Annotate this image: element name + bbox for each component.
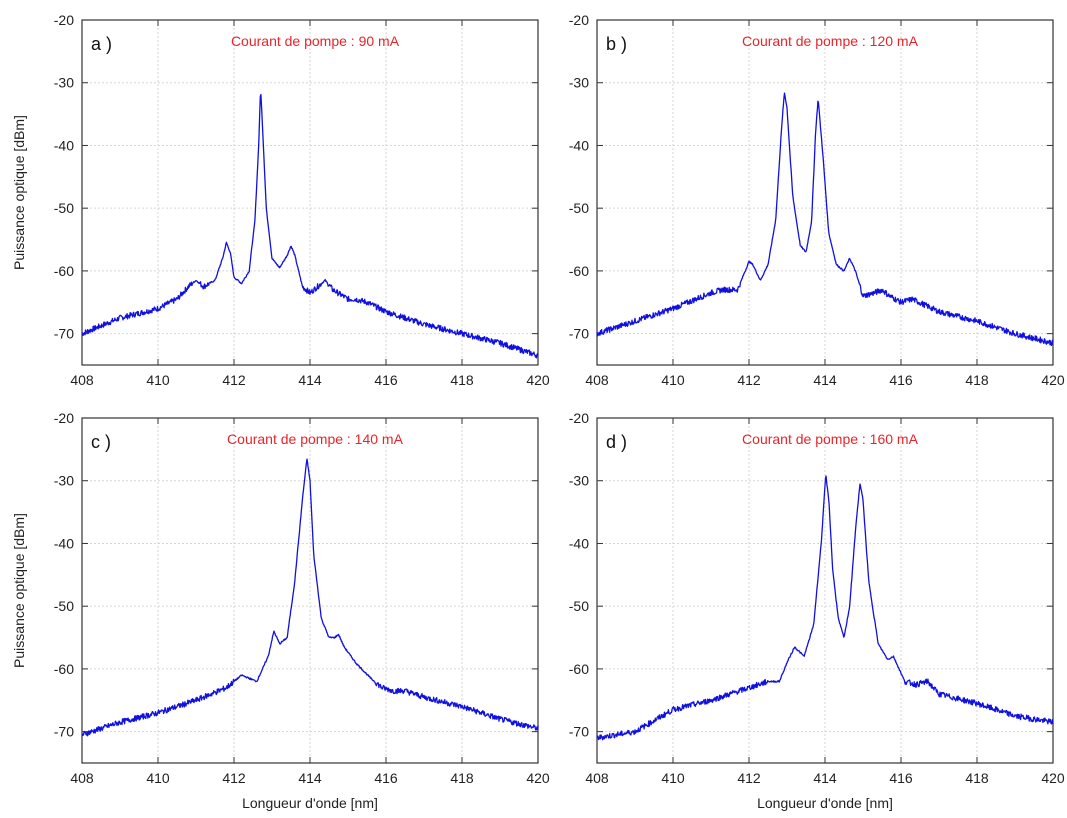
x-axis-title: Longueur d'onde [nm] xyxy=(757,795,893,811)
y-axis-title: Puissance optique [dBm] xyxy=(11,115,27,270)
y-tick-label: -20 xyxy=(54,410,74,426)
panel-d: d ) Courant de pompe : 160 mA Longueur d… xyxy=(569,410,1065,811)
x-tick-label: 408 xyxy=(70,770,94,786)
y-tick-label: -20 xyxy=(54,12,74,28)
x-tick-label: 418 xyxy=(450,372,474,388)
x-tick-label: 408 xyxy=(585,372,609,388)
x-tick-label: 410 xyxy=(146,770,170,786)
panel-c: c ) Courant de pompe : 140 mA Puissance … xyxy=(11,410,550,811)
x-tick-label: 418 xyxy=(965,770,989,786)
x-tick-label: 412 xyxy=(222,372,246,388)
x-tick-label: 420 xyxy=(1041,770,1065,786)
y-tick-label: -40 xyxy=(54,535,74,551)
y-tick-label: -70 xyxy=(54,724,74,740)
y-tick-label: -70 xyxy=(569,326,589,342)
x-tick-label: 412 xyxy=(737,770,761,786)
spectrum-line xyxy=(596,475,1054,741)
panel-label: b ) xyxy=(606,34,627,54)
panel-b: b ) Courant de pompe : 120 mA 408 410 412 4… xyxy=(569,12,1065,388)
panel-label: d ) xyxy=(606,432,627,452)
y-tick-label: -60 xyxy=(54,263,74,279)
axis-ticks xyxy=(81,417,539,763)
y-axis-title: Puissance optique [dBm] xyxy=(11,513,27,668)
y-tick-label: -40 xyxy=(54,137,74,153)
x-tick-label: 420 xyxy=(526,372,550,388)
x-tick-label: 410 xyxy=(661,770,685,786)
pump-current-annotation: Courant de pompe : 160 mA xyxy=(742,431,919,447)
y-tick-label: -30 xyxy=(569,473,589,489)
y-tick-label: -30 xyxy=(54,75,74,91)
x-tick-label: 414 xyxy=(298,770,322,786)
panel-a: a ) Courant de pompe : 90 mA Puissance o… xyxy=(11,12,550,388)
x-tick-label: 414 xyxy=(813,372,837,388)
panel-label: c ) xyxy=(91,432,111,452)
y-tick-label: -30 xyxy=(54,473,74,489)
x-tick-label: 418 xyxy=(965,372,989,388)
panel-label: a ) xyxy=(91,34,112,54)
y-tick-label: -50 xyxy=(54,200,74,216)
x-tick-label: 420 xyxy=(1041,372,1065,388)
y-tick-label: -40 xyxy=(569,137,589,153)
x-tick-label: 414 xyxy=(298,372,322,388)
y-tick-label: -70 xyxy=(569,724,589,740)
x-tick-label: 414 xyxy=(813,770,837,786)
y-tick-label: -40 xyxy=(569,535,589,551)
y-tick-label: -50 xyxy=(54,598,74,614)
x-tick-label: 416 xyxy=(374,770,398,786)
y-tick-label: -20 xyxy=(569,12,589,28)
spectrum-line xyxy=(81,458,539,737)
gridlines xyxy=(82,20,538,365)
y-tick-label: -20 xyxy=(569,410,589,426)
y-tick-label: -30 xyxy=(569,75,589,91)
y-tick-label: -50 xyxy=(569,200,589,216)
spectrum-line xyxy=(81,93,539,359)
x-tick-label: 408 xyxy=(70,372,94,388)
x-tick-label: 420 xyxy=(526,770,550,786)
x-tick-label: 412 xyxy=(737,372,761,388)
x-tick-label: 412 xyxy=(222,770,246,786)
spectrum-line xyxy=(596,92,1054,347)
gridlines xyxy=(597,418,1053,763)
x-tick-label: 418 xyxy=(450,770,474,786)
x-tick-label: 408 xyxy=(585,770,609,786)
y-tick-label: -60 xyxy=(569,661,589,677)
y-tick-label: -50 xyxy=(569,598,589,614)
x-tick-label: 416 xyxy=(889,372,913,388)
x-tick-label: 410 xyxy=(661,372,685,388)
x-tick-label: 410 xyxy=(146,372,170,388)
x-tick-label: 416 xyxy=(374,372,398,388)
pump-current-annotation: Courant de pompe : 120 mA xyxy=(742,33,919,49)
gridlines xyxy=(597,20,1053,365)
y-tick-label: -70 xyxy=(54,326,74,342)
gridlines xyxy=(82,418,538,763)
pump-current-annotation: Courant de pompe : 90 mA xyxy=(231,33,400,49)
pump-current-annotation: Courant de pompe : 140 mA xyxy=(227,431,404,447)
x-axis-title: Longueur d'onde [nm] xyxy=(242,795,378,811)
x-tick-label: 416 xyxy=(889,770,913,786)
y-tick-label: -60 xyxy=(54,661,74,677)
y-tick-label: -60 xyxy=(569,263,589,279)
axis-ticks xyxy=(596,417,1054,763)
axis-ticks xyxy=(81,19,539,365)
